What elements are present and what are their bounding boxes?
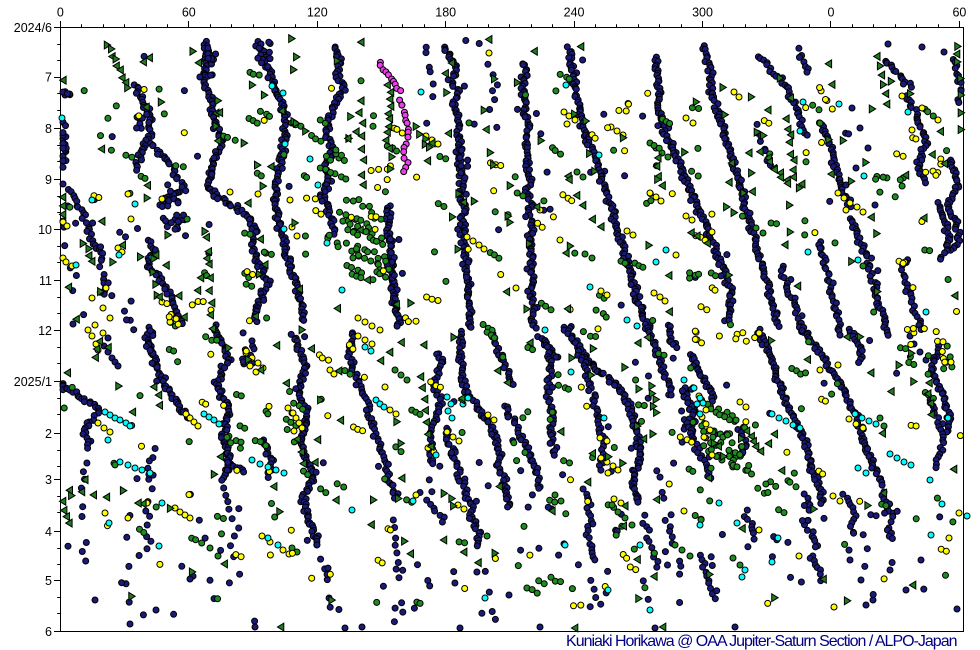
svg-text:3: 3 [45, 473, 52, 487]
svg-text:Kuniaki Horikawa @ OAA Jupiter: Kuniaki Horikawa @ OAA Jupiter-Saturn Se… [566, 633, 957, 650]
svg-text:2: 2 [45, 427, 52, 441]
svg-text:180: 180 [435, 6, 456, 20]
svg-text:60: 60 [182, 6, 196, 20]
svg-text:12: 12 [38, 324, 52, 338]
svg-text:60: 60 [952, 6, 966, 20]
svg-text:9: 9 [45, 173, 52, 187]
svg-text:10: 10 [38, 223, 52, 237]
svg-text:6: 6 [45, 625, 52, 639]
svg-text:2025/1: 2025/1 [14, 375, 52, 389]
svg-text:11: 11 [39, 274, 52, 288]
svg-text:4: 4 [45, 525, 52, 539]
svg-text:0: 0 [828, 6, 835, 20]
svg-text:120: 120 [307, 6, 328, 20]
svg-text:2024/6: 2024/6 [14, 21, 52, 35]
svg-text:8: 8 [45, 122, 52, 136]
svg-text:0: 0 [57, 6, 64, 20]
svg-text:5: 5 [45, 574, 52, 588]
svg-text:240: 240 [564, 6, 585, 20]
svg-text:7: 7 [45, 70, 52, 84]
svg-text:300: 300 [692, 6, 713, 20]
